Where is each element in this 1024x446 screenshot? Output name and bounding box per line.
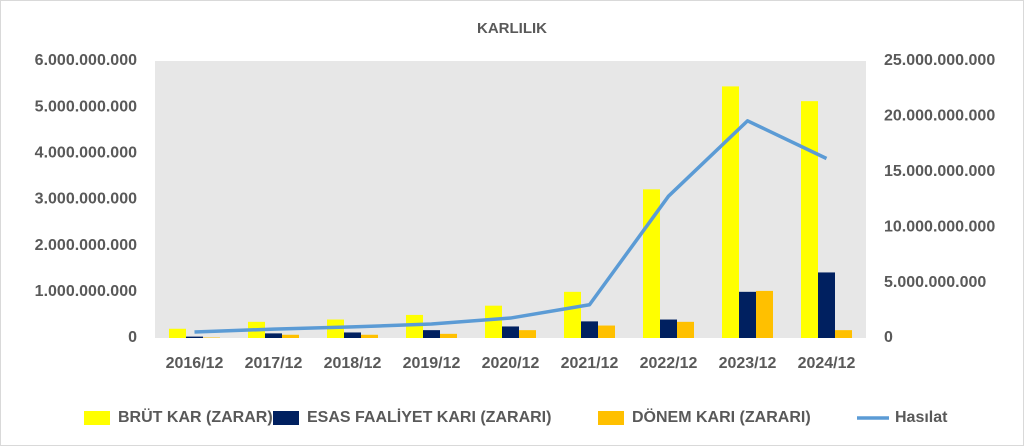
bar (485, 305, 502, 338)
legend-swatch (84, 411, 110, 425)
x-tick-label: 2019/12 (403, 355, 461, 372)
bar (564, 291, 581, 338)
y-tick-label: 5.000.000.000 (35, 98, 137, 115)
y-tick-label: 0 (128, 329, 137, 346)
bar (818, 272, 835, 338)
y2-tick-label: 10.000.000.000 (884, 218, 995, 235)
x-tick-label: 2020/12 (482, 355, 540, 372)
y-tick-label: 3.000.000.000 (35, 191, 137, 208)
y2-tick-label: 15.000.000.000 (884, 163, 995, 180)
y-tick-label: 1.000.000.000 (35, 283, 137, 300)
bar (423, 330, 440, 338)
bar (519, 330, 536, 338)
bar (282, 334, 299, 338)
bar (722, 86, 739, 339)
x-tick-label: 2016/12 (166, 355, 224, 372)
bar (406, 314, 423, 338)
legend-label: DÖNEM KARI (ZARARI) (632, 407, 811, 426)
y2-tick-label: 0 (884, 329, 893, 346)
x-tick-label: 2017/12 (245, 355, 303, 372)
bar (169, 328, 186, 338)
legend-label: BRÜT KAR (ZARAR) (118, 407, 273, 426)
y2-tick-label: 5.000.000.000 (884, 274, 986, 291)
bar (502, 326, 519, 338)
y2-tick-label: 25.000.000.000 (884, 52, 995, 69)
x-tick-label: 2022/12 (640, 355, 698, 372)
y-tick-label: 2.000.000.000 (35, 237, 137, 254)
bar (660, 319, 677, 338)
y2-tick-label: 20.000.000.000 (884, 108, 995, 125)
bar (677, 321, 694, 338)
x-tick-label: 2018/12 (324, 355, 382, 372)
line-series (194, 119, 828, 334)
bar (581, 321, 598, 338)
bar (739, 291, 756, 338)
legend-label: ESAS FAALİYET KARI (ZARARI) (307, 408, 551, 426)
y-tick-label: 4.000.000.000 (35, 145, 137, 162)
x-tick-label: 2021/12 (561, 355, 619, 372)
x-tick-label: 2024/12 (798, 355, 856, 372)
bar (801, 101, 818, 338)
legend-label: Hasılat (895, 409, 948, 426)
bar (598, 325, 615, 338)
bar (361, 334, 378, 338)
bar (440, 333, 457, 338)
bar (756, 290, 773, 338)
y-tick-label: 6.000.000.000 (35, 52, 137, 69)
legend-swatch (598, 411, 624, 425)
bar (344, 332, 361, 338)
chart-title: KARLILIK (477, 20, 547, 37)
bar (186, 336, 203, 338)
x-tick-label: 2023/12 (719, 355, 777, 372)
legend-swatch (273, 411, 299, 425)
bar (265, 333, 282, 338)
bar (835, 330, 852, 338)
